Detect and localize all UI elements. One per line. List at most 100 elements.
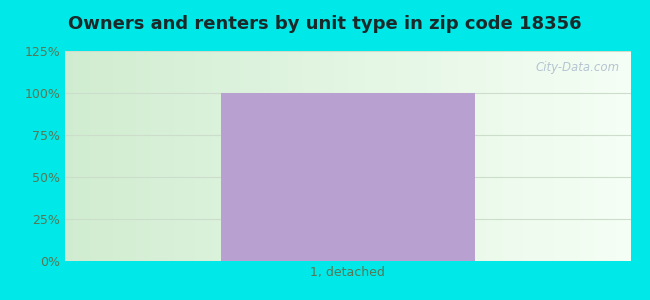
Bar	[226, 51, 229, 261]
Bar	[619, 51, 622, 261]
Bar	[580, 51, 582, 261]
Bar	[147, 51, 150, 261]
Bar	[436, 51, 438, 261]
Bar	[588, 51, 591, 261]
Bar	[512, 51, 515, 261]
Bar	[404, 51, 407, 261]
Bar	[622, 51, 625, 261]
Bar	[480, 51, 484, 261]
Bar	[153, 51, 155, 261]
Bar	[577, 51, 580, 261]
Bar	[280, 51, 283, 261]
Bar	[119, 51, 122, 261]
Bar	[283, 51, 285, 261]
Bar	[300, 51, 302, 261]
Bar	[495, 51, 498, 261]
Bar	[557, 51, 560, 261]
Bar	[602, 51, 605, 261]
Bar	[215, 51, 218, 261]
Bar	[306, 51, 308, 261]
Bar	[99, 51, 102, 261]
Bar	[345, 51, 348, 261]
Bar	[189, 51, 192, 261]
Bar	[268, 51, 272, 261]
Bar	[526, 51, 528, 261]
Bar	[229, 51, 232, 261]
Bar	[159, 51, 161, 261]
Bar	[240, 51, 243, 261]
Bar	[467, 51, 469, 261]
Bar	[421, 51, 424, 261]
Bar	[105, 51, 107, 261]
Bar	[291, 51, 294, 261]
Bar	[433, 51, 436, 261]
Bar	[463, 51, 467, 261]
Bar	[224, 51, 226, 261]
Text: Owners and renters by unit type in zip code 18356: Owners and renters by unit type in zip c…	[68, 15, 582, 33]
Bar	[209, 51, 212, 261]
Bar	[350, 51, 354, 261]
Bar	[212, 51, 215, 261]
Bar	[410, 51, 413, 261]
Bar	[523, 51, 526, 261]
Bar	[532, 51, 534, 261]
Bar	[136, 51, 138, 261]
Bar	[314, 51, 317, 261]
Bar	[252, 51, 254, 261]
Bar	[534, 51, 537, 261]
Bar	[260, 51, 263, 261]
Bar	[478, 51, 480, 261]
Bar	[116, 51, 119, 261]
Bar	[475, 51, 478, 261]
Bar	[444, 51, 447, 261]
Bar	[484, 51, 486, 261]
Bar	[611, 51, 614, 261]
Bar	[90, 51, 94, 261]
Bar	[263, 51, 266, 261]
Bar	[322, 51, 325, 261]
Bar	[111, 51, 113, 261]
Bar	[608, 51, 611, 261]
Bar	[498, 51, 501, 261]
Bar	[560, 51, 563, 261]
Bar	[96, 51, 99, 261]
Bar	[415, 51, 419, 261]
Bar	[203, 51, 207, 261]
Bar	[376, 51, 379, 261]
Bar	[503, 51, 506, 261]
Bar	[207, 51, 209, 261]
Bar	[144, 51, 147, 261]
Bar	[107, 51, 110, 261]
Bar	[549, 51, 551, 261]
Bar	[124, 51, 127, 261]
Bar	[419, 51, 421, 261]
Bar	[427, 51, 430, 261]
Bar	[232, 51, 235, 261]
Bar	[167, 51, 170, 261]
Bar	[486, 51, 489, 261]
Bar	[73, 51, 76, 261]
Bar	[342, 51, 345, 261]
Bar	[354, 51, 356, 261]
Bar	[337, 51, 339, 261]
Bar	[178, 51, 181, 261]
Bar	[543, 51, 545, 261]
Bar	[402, 51, 404, 261]
Bar	[393, 51, 396, 261]
Bar	[528, 51, 532, 261]
Bar	[424, 51, 427, 261]
Bar	[257, 51, 260, 261]
Bar	[593, 51, 597, 261]
Bar	[571, 51, 574, 261]
Bar	[574, 51, 577, 261]
Bar	[266, 51, 268, 261]
Bar	[130, 51, 133, 261]
Bar	[331, 51, 333, 261]
Bar	[243, 51, 246, 261]
Bar	[302, 51, 305, 261]
Bar	[489, 51, 492, 261]
Bar	[545, 51, 549, 261]
Bar	[328, 51, 331, 261]
Bar	[348, 51, 350, 261]
Bar	[150, 51, 153, 261]
